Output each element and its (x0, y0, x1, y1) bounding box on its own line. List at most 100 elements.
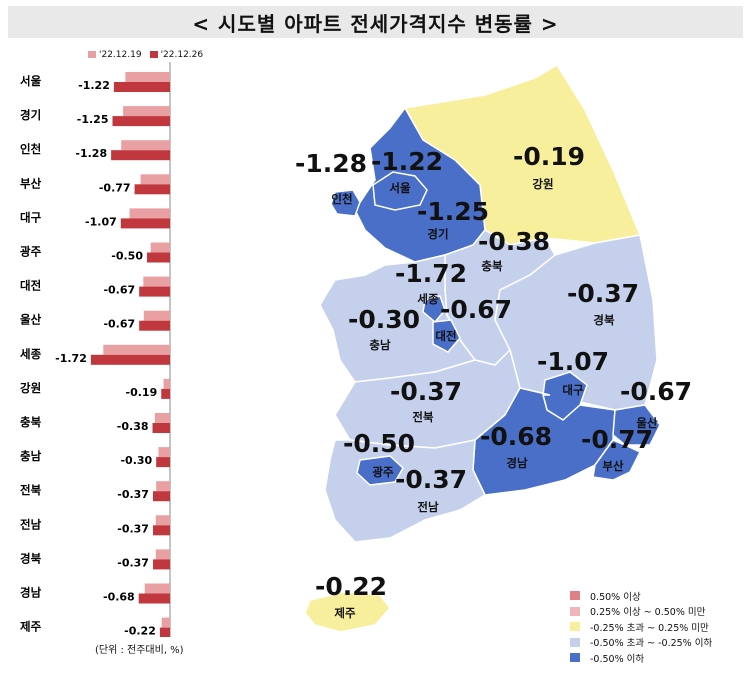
map-region-jeju (304, 591, 391, 633)
bar-curr-week (161, 388, 170, 399)
map-legend: 0.50% 이상 0.25% 이상 ~ 0.50% 미만 -0.25% 초과 ~ 0… (570, 588, 712, 666)
category-label: 경북 (20, 551, 42, 565)
map-region-name-seoul: 서울 (389, 181, 411, 195)
bar-value-label: -0.37 (117, 488, 149, 501)
map-region-name-daegu: 대구 (562, 383, 584, 397)
bar-prev-week (144, 583, 170, 594)
map-legend-label: -0.25% 초과 ~ 0.25% 미만 (590, 622, 709, 634)
bar-value-label: -1.28 (75, 147, 107, 160)
bar-prev-week (121, 140, 170, 151)
bar-prev-week (158, 447, 170, 458)
bar-prev-week (143, 310, 170, 321)
legend-label-prev-week: '22.12.19 (99, 50, 142, 60)
map-region-incheon (330, 189, 361, 217)
bar-curr-week (111, 150, 170, 161)
bar-prev-week (140, 174, 170, 185)
bar-prev-week (103, 344, 170, 355)
map-region-name-sejong: 세종 (417, 292, 439, 306)
legend-swatch-prev-week (88, 51, 96, 58)
category-label: 세종 (20, 347, 42, 361)
map-region-value-chungbuk: -0.38 (478, 227, 550, 256)
map-region-name-jeonnam: 전남 (417, 500, 439, 514)
bar-curr-week (159, 627, 170, 637)
map-legend-item: -0.50% 초과 ~ -0.25% 이하 (570, 635, 712, 651)
map-region-name-ulsan: 울산 (636, 416, 658, 430)
map-region-value-chungnam: -0.30 (348, 305, 420, 334)
bar-value-label: -1.07 (85, 215, 117, 228)
map-legend-item: -0.50% 이하 (570, 650, 712, 666)
map-region-value-ulsan: -0.67 (620, 377, 692, 406)
map-region-value-daejeon: -0.67 (440, 295, 512, 324)
map-region-value-gyeongnam: -0.68 (480, 422, 552, 451)
bar-curr-week (152, 525, 170, 536)
bar-curr-week (112, 116, 170, 127)
bar-curr-week (120, 218, 170, 229)
map-legend-swatch (570, 637, 580, 647)
bar-value-label: -1.22 (78, 79, 110, 92)
map-region-name-daejeon: 대전 (435, 329, 456, 343)
map-legend-swatch (570, 653, 580, 663)
map-region-name-gyeongnam: 경남 (506, 456, 528, 470)
legend-item-curr-week: '22.12.26 (149, 50, 203, 60)
map-region-name-jeju: 제주 (334, 606, 356, 620)
map-region-value-gyeonggi: -1.25 (417, 197, 489, 226)
map-legend-label: -0.50% 이하 (590, 653, 645, 665)
title-text: < 시도별 아파트 전세가격지수 변동률 > (192, 11, 559, 36)
legend-swatch-curr-week (149, 51, 158, 58)
bar-curr-week (90, 354, 170, 365)
bar-value-label: -0.22 (124, 625, 156, 637)
bar-value-label: -0.67 (103, 284, 135, 297)
korea-map: 서울 -1.22 경기-1.25 인천 -1.28 강원 -0.19 충북 -0.38 세종 -1.… (295, 63, 692, 633)
bar-prev-week (161, 617, 170, 628)
map-region-value-jeonnam: -0.37 (395, 465, 467, 494)
map-legend-item: 0.50% 이상 (570, 588, 712, 604)
bar-prev-week (155, 549, 170, 560)
map-region-ulsan (612, 404, 661, 446)
bar-curr-week (152, 491, 170, 502)
map-region-value-incheon: -1.28 (295, 149, 367, 178)
bar-value-label: -0.19 (126, 386, 158, 399)
map-region-value-busan: -0.77 (581, 425, 653, 454)
map-legend-swatch (570, 606, 580, 616)
map-region-sejong (422, 295, 446, 324)
category-label: 강원 (20, 381, 41, 395)
bar-curr-week (139, 286, 170, 297)
map-legend-label: -0.50% 초과 ~ -0.25% 이하 (590, 638, 713, 650)
bar-value-label: -0.30 (120, 454, 152, 467)
bar-curr-week (152, 559, 170, 570)
map-region-value-jeonbuk: -0.37 (390, 377, 462, 406)
map-region-name-chungnam: 충남 (369, 338, 391, 352)
map-region-name-jeonbuk: 전북 (412, 410, 434, 424)
map-region-value-gwangju: -0.50 (343, 429, 415, 458)
bar-prev-week (154, 413, 170, 423)
map-region-value-sejong: -1.72 (395, 259, 467, 288)
category-label: 전남 (20, 517, 42, 531)
category-label: 경기 (20, 108, 41, 122)
category-label: 대구 (20, 210, 42, 224)
bar-chart: 서울 -1.22 경기 -1.25 인천 -1.28 부산 -0.77 대구 -1.07 광주 -0.… (20, 62, 171, 637)
map-region-name-gyeongbuk: 경북 (593, 313, 615, 327)
map-region-name-gyeonggi: 경기 (427, 227, 448, 241)
bar-curr-week (139, 320, 170, 331)
bar-curr-week (113, 82, 170, 92)
category-label: 대전 (20, 279, 41, 293)
map-region-name-chungbuk: 충북 (481, 259, 503, 273)
bar-value-label: -1.25 (77, 113, 109, 126)
map-legend-item: 0.25% 이상 ~ 0.50% 미만 (570, 604, 712, 620)
bar-value-label: -0.38 (117, 420, 149, 433)
category-label: 광주 (20, 245, 42, 259)
map-region-name-busan: 부산 (602, 459, 624, 473)
category-label: 울산 (20, 313, 42, 327)
bar-value-label: -0.67 (103, 318, 135, 331)
bar-value-label: -0.77 (99, 181, 131, 194)
map-legend-swatch (570, 591, 580, 601)
bar-value-label: -0.37 (117, 522, 149, 535)
category-label: 부산 (20, 176, 42, 190)
bar-prev-week (129, 208, 170, 219)
bar-value-label: -0.37 (117, 556, 149, 569)
bar-prev-week (156, 481, 170, 492)
bar-prev-week (163, 378, 170, 389)
map-legend-swatch (570, 622, 580, 632)
map-region-gyeongnam (472, 387, 616, 496)
bar-curr-week (134, 184, 170, 195)
